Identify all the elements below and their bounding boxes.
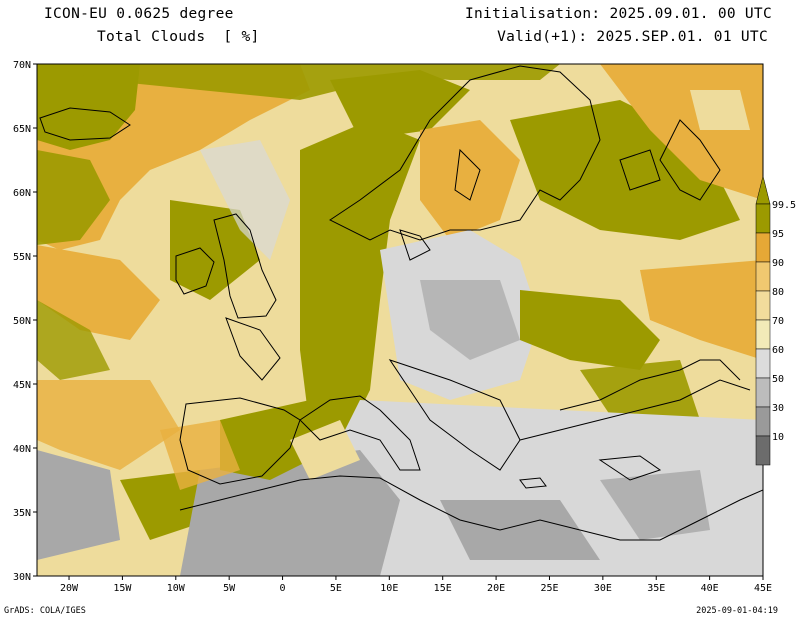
footer-grads-credit: GrADS: COLA/IGES	[4, 606, 86, 616]
colorbar-label: 90	[772, 258, 784, 269]
lon-label: 15E	[434, 583, 452, 594]
lon-label: 15W	[113, 583, 132, 594]
lat-label: 30N	[13, 572, 31, 583]
colorbar-swatch	[755, 232, 771, 263]
colorbar-label: 50	[772, 374, 784, 385]
colorbar: 99.5 95 90 80 70 60 50 30 10	[755, 175, 796, 466]
colorbar-swatch	[755, 406, 771, 437]
lon-label: 10E	[380, 583, 398, 594]
colorbar-label: 30	[772, 403, 784, 414]
colorbar-swatch	[755, 290, 771, 321]
colorbar-label: 99.5	[772, 200, 796, 211]
footer-timestamp: 2025-09-01-04:19	[696, 606, 778, 616]
cloud-field	[37, 64, 763, 576]
lat-label: 65N	[13, 124, 31, 135]
lon-label: 30E	[594, 583, 612, 594]
lon-label: 45E	[754, 583, 772, 594]
lon-label: 40E	[701, 583, 719, 594]
map-title-model: ICON-EU 0.0625 degree	[44, 6, 234, 22]
latitude-axis: 70N 65N 60N 55N 50N 45N 40N 35N 30N	[13, 60, 37, 583]
coastlines	[39, 65, 763, 541]
lat-label: 45N	[13, 380, 31, 391]
lon-label: 20E	[487, 583, 505, 594]
colorbar-label: 60	[772, 345, 784, 356]
lon-label: 5E	[330, 583, 342, 594]
lat-label: 35N	[13, 508, 31, 519]
valid-time: Valid(+1): 2025.SEP.01. 01 UTC	[497, 29, 768, 45]
colorbar-swatch	[755, 377, 771, 408]
colorbar-swatch	[755, 203, 771, 234]
colorbar-swatch	[755, 348, 771, 379]
colorbar-swatch	[755, 319, 771, 350]
lat-label: 60N	[13, 188, 31, 199]
lon-label: 20W	[60, 583, 79, 594]
lat-label: 40N	[13, 444, 31, 455]
lon-label: 35E	[647, 583, 665, 594]
lon-label: 10W	[167, 583, 186, 594]
longitude-axis: 20W 15W 10W 5W 0 5E 10E 15E 20E 25E 30E 35E 40E 45E	[60, 576, 772, 594]
lon-label: 5W	[223, 583, 236, 594]
lat-label: 50N	[13, 316, 31, 327]
colorbar-label: 95	[772, 229, 784, 240]
lat-label: 55N	[13, 252, 31, 263]
colorbar-label: 10	[772, 432, 784, 443]
colorbar-label: 80	[772, 287, 784, 298]
colorbar-label: 70	[772, 316, 784, 327]
lon-label: 0	[280, 583, 286, 594]
colorbar-swatch	[755, 435, 771, 466]
colorbar-swatch	[755, 261, 771, 292]
lat-label: 70N	[13, 60, 31, 71]
map-title-variable: Total Clouds [ %]	[97, 29, 260, 45]
lon-label: 25E	[540, 583, 558, 594]
initialisation-time: Initialisation: 2025.09.01. 00 UTC	[464, 6, 772, 22]
